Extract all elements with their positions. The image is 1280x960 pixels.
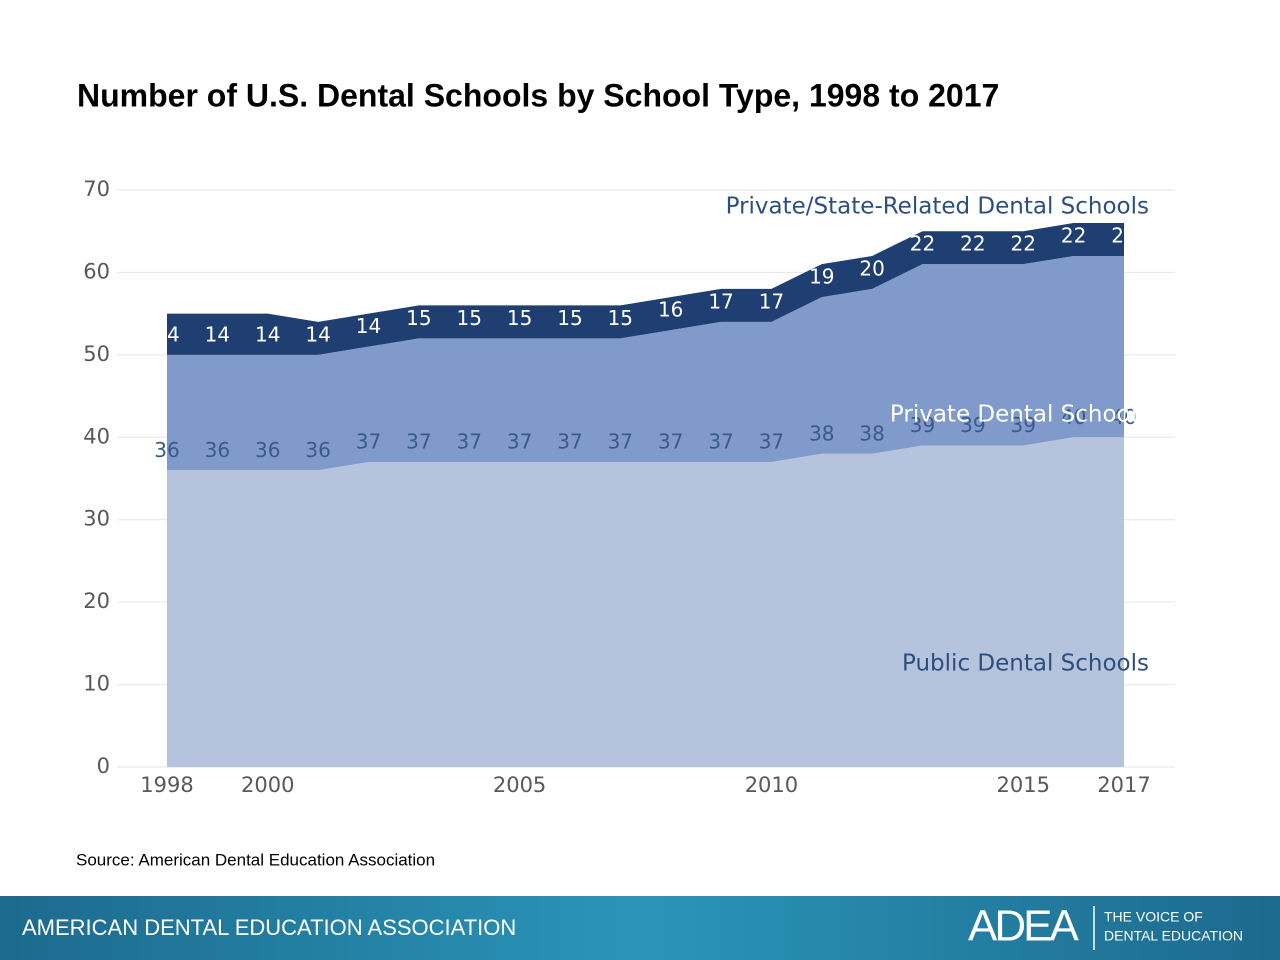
y-tick-label: 60 bbox=[83, 259, 110, 283]
data-label: 37 bbox=[759, 430, 784, 454]
footer-org: AMERICAN DENTAL EDUCATION ASSOCIATION bbox=[22, 915, 516, 940]
data-label: 22 bbox=[1061, 223, 1086, 247]
data-label: 37 bbox=[658, 430, 683, 454]
data-label: 14 bbox=[356, 314, 381, 338]
y-tick-label: 70 bbox=[83, 177, 110, 201]
data-label: 36 bbox=[205, 438, 230, 462]
data-label: 22 bbox=[1111, 223, 1136, 247]
x-tick-label: 2015 bbox=[997, 773, 1050, 797]
plot: 0 10 20 30 40 50 60 70 36 36 36 36 37 37 37 37 37 37 37 37 3… bbox=[83, 177, 1175, 797]
data-label: 19 bbox=[809, 265, 834, 289]
data-label: 40 bbox=[1111, 405, 1136, 429]
data-label: 36 bbox=[305, 438, 330, 462]
data-label: 38 bbox=[809, 421, 834, 445]
data-label: 15 bbox=[557, 306, 582, 330]
data-label: 22 bbox=[1011, 232, 1036, 256]
data-label: 40 bbox=[1061, 405, 1086, 429]
y-tick-label: 50 bbox=[83, 342, 110, 366]
data-label: 14 bbox=[255, 322, 280, 346]
data-label: 15 bbox=[507, 306, 532, 330]
series-label: Public Dental Schools bbox=[902, 651, 1149, 677]
y-tick-label: 30 bbox=[83, 507, 110, 531]
data-label: 15 bbox=[406, 306, 431, 330]
footer-logo: ADEA bbox=[968, 902, 1079, 951]
x-tick-label: 2000 bbox=[241, 773, 294, 797]
y-tick-label: 10 bbox=[83, 672, 110, 696]
footer-bar bbox=[0, 896, 1280, 960]
series-label: Private/State-Related Dental Schools bbox=[726, 194, 1149, 220]
data-label: 16 bbox=[658, 298, 683, 322]
x-tick-label: 2005 bbox=[493, 773, 546, 797]
data-label: 22 bbox=[960, 232, 985, 256]
x-tick-label: 2010 bbox=[745, 773, 798, 797]
data-label: 14 bbox=[154, 322, 179, 346]
data-label: 15 bbox=[608, 306, 633, 330]
y-tick-label: 20 bbox=[83, 589, 110, 613]
series-label: Private Dental Schools bbox=[890, 402, 1149, 428]
data-label: 39 bbox=[910, 413, 935, 437]
data-label: 37 bbox=[557, 430, 582, 454]
data-label: 39 bbox=[1011, 413, 1036, 437]
x-tick-label: 2017 bbox=[1097, 773, 1150, 797]
data-label: 37 bbox=[456, 430, 481, 454]
data-label: 14 bbox=[205, 322, 230, 346]
data-label: 36 bbox=[154, 438, 179, 462]
data-label: 22 bbox=[910, 232, 935, 256]
data-label: 17 bbox=[708, 289, 733, 313]
x-tick-label: 1998 bbox=[140, 773, 193, 797]
data-label: 38 bbox=[859, 421, 884, 445]
data-label: 37 bbox=[608, 430, 633, 454]
footer-tagline: THE VOICE OF bbox=[1104, 909, 1203, 925]
area bbox=[167, 437, 1124, 767]
data-label: 15 bbox=[456, 306, 481, 330]
data-label: 36 bbox=[255, 438, 280, 462]
area bbox=[167, 255, 1124, 471]
area bbox=[167, 222, 1124, 355]
data-label: 20 bbox=[859, 256, 884, 280]
data-label: 17 bbox=[759, 289, 784, 313]
y-tick-label: 0 bbox=[97, 754, 110, 778]
footer-tagline: DENTAL EDUCATION bbox=[1104, 928, 1243, 944]
chart-title: Number of U.S. Dental Schools by School … bbox=[77, 77, 999, 113]
data-label: 14 bbox=[305, 322, 330, 346]
source: Source: American Dental Education Associ… bbox=[76, 850, 435, 869]
data-label: 37 bbox=[708, 430, 733, 454]
y-tick-label: 40 bbox=[83, 424, 110, 448]
data-label: 37 bbox=[406, 430, 431, 454]
data-label: 37 bbox=[356, 430, 381, 454]
data-label: 37 bbox=[507, 430, 532, 454]
data-label: 39 bbox=[960, 413, 985, 437]
